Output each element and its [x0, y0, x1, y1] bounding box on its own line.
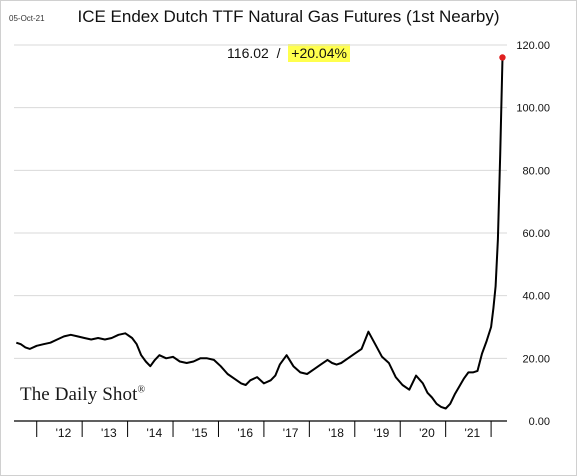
last-value: 116.02: [227, 45, 269, 61]
y-tick-label: 80.00: [522, 165, 550, 177]
y-tick-label: 60.00: [522, 228, 550, 240]
brand-mark: ®: [137, 384, 146, 396]
x-tick-label: '20: [419, 426, 435, 440]
y-tick-label: 100.00: [516, 103, 550, 115]
x-tick-label: '12: [56, 426, 72, 440]
y-tick-label: 20.00: [522, 353, 550, 365]
percent-change-badge: +20.04%: [288, 44, 350, 62]
y-tick-label: 40.00: [522, 291, 550, 303]
x-tick-label: '13: [101, 426, 117, 440]
x-tick-label: '14: [146, 426, 162, 440]
readout-separator: /: [276, 45, 281, 61]
x-tick-label: '15: [192, 426, 208, 440]
value-readout: 116.02 / +20.04%: [0, 44, 577, 62]
gridlines: [14, 44, 507, 359]
y-tick-label: 120.00: [516, 40, 550, 52]
x-tick-label: '18: [328, 426, 344, 440]
x-tick-label: '19: [374, 426, 390, 440]
y-tick-label: 0.00: [529, 416, 550, 428]
brand-logo: The Daily Shot®: [20, 384, 145, 406]
chart-date: 05-Oct-21: [9, 14, 45, 23]
series-layer: [15, 54, 506, 410]
x-tick-label: '21: [465, 426, 481, 440]
price-line: [15, 57, 504, 410]
last-point-marker: [499, 54, 506, 61]
chart-title: ICE Endex Dutch TTF Natural Gas Futures …: [77, 7, 500, 26]
y-axis-ticks: 0.00 20.00 40.00 60.00 80.00 100.00 120.00: [516, 40, 550, 428]
x-tick-label: '16: [237, 426, 253, 440]
x-axis: '12 '13 '14 '15 '16 '17 '18 '19 '20 '21: [14, 420, 507, 440]
brand-name: The Daily Shot: [20, 384, 138, 405]
x-tick-label: '17: [283, 426, 299, 440]
